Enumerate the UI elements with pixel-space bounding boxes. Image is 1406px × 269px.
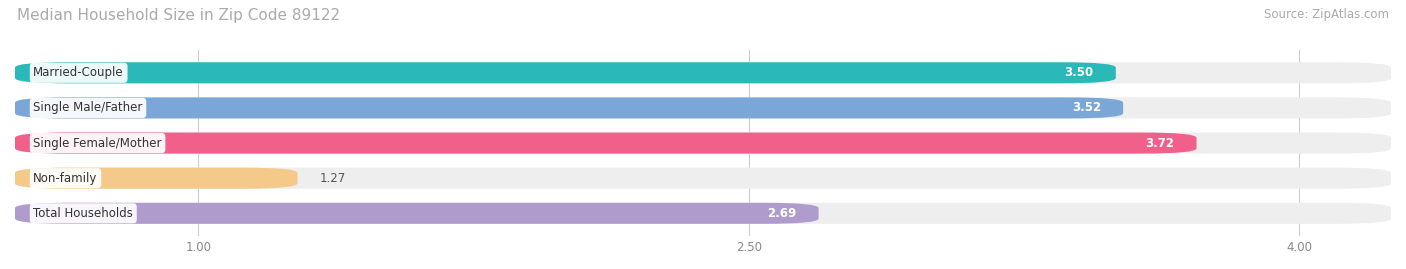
FancyBboxPatch shape (15, 203, 818, 224)
Text: 2.69: 2.69 (768, 207, 797, 220)
Text: Source: ZipAtlas.com: Source: ZipAtlas.com (1264, 8, 1389, 21)
Text: 3.52: 3.52 (1071, 101, 1101, 114)
FancyBboxPatch shape (15, 203, 1391, 224)
Text: 3.50: 3.50 (1064, 66, 1094, 79)
FancyBboxPatch shape (15, 168, 298, 189)
Text: Non-family: Non-family (34, 172, 98, 185)
FancyBboxPatch shape (15, 62, 1391, 83)
FancyBboxPatch shape (15, 168, 1391, 189)
Text: 3.72: 3.72 (1146, 137, 1174, 150)
Text: Single Female/Mother: Single Female/Mother (34, 137, 162, 150)
FancyBboxPatch shape (15, 97, 1391, 118)
Text: Married-Couple: Married-Couple (34, 66, 124, 79)
FancyBboxPatch shape (15, 97, 1123, 118)
FancyBboxPatch shape (15, 133, 1197, 154)
Text: Single Male/Father: Single Male/Father (34, 101, 143, 114)
Text: Total Households: Total Households (34, 207, 134, 220)
FancyBboxPatch shape (15, 133, 1391, 154)
FancyBboxPatch shape (15, 62, 1116, 83)
Text: Median Household Size in Zip Code 89122: Median Household Size in Zip Code 89122 (17, 8, 340, 23)
Text: 1.27: 1.27 (319, 172, 346, 185)
